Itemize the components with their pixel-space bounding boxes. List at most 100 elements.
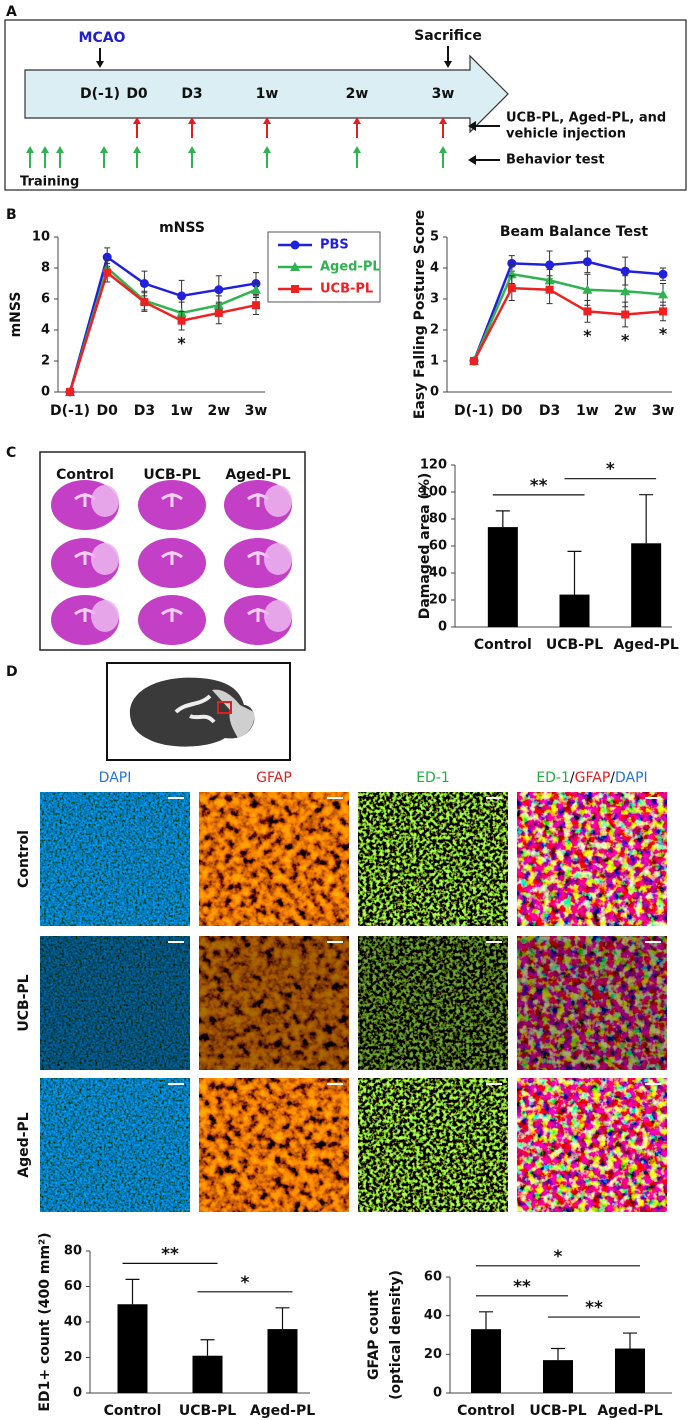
micrograph-dim <box>199 936 349 1070</box>
timepoint-label: 2w <box>346 86 369 102</box>
error-bar <box>275 1307 290 1330</box>
y-tick-label: 4 <box>430 261 439 276</box>
significance-label: * <box>554 1247 563 1267</box>
point <box>545 285 554 294</box>
significance-label: ** <box>530 476 548 496</box>
point <box>214 285 224 295</box>
point <box>658 269 668 279</box>
micrograph <box>40 936 190 1070</box>
y-tick-label: 0 <box>433 1386 442 1401</box>
timeline-frame <box>4 19 687 191</box>
point <box>291 285 299 293</box>
x-tick-label: 3w <box>245 403 268 419</box>
bar <box>267 1329 298 1393</box>
significance-label: ** <box>513 1277 531 1297</box>
legend-label: UCB-PL <box>320 282 373 297</box>
bar <box>471 1329 501 1393</box>
significance-label: ** <box>585 1298 603 1318</box>
y-tick-label: 20 <box>424 1347 442 1362</box>
brain-ventricle <box>161 608 183 622</box>
behavior-arrow-head <box>133 146 141 153</box>
error-bar <box>125 1278 140 1305</box>
legend-label: PBS <box>320 238 349 253</box>
micrograph-row-label: Aged-PL <box>16 1112 32 1177</box>
y-tick-label: 6 <box>41 292 50 307</box>
y-tick-label: 8 <box>41 261 50 276</box>
brain-lesion <box>264 543 292 575</box>
y-tick-label: 10 <box>32 230 50 245</box>
error-bar <box>639 494 654 544</box>
y-tick-label: 60 <box>64 1279 82 1294</box>
y-axis-label: GFAP count <box>366 1290 382 1380</box>
error-bar <box>551 1347 565 1361</box>
panel-label: C <box>6 445 16 461</box>
point <box>545 260 555 270</box>
injection-pointer-head <box>468 121 476 131</box>
y-tick-label: 100 <box>420 485 447 500</box>
x-tick-label: D(-1) <box>50 403 90 419</box>
injection-arrow-head <box>133 117 141 124</box>
bar <box>117 1304 148 1393</box>
panel-label: A <box>6 4 17 20</box>
training-label: Training <box>20 175 79 190</box>
series-line <box>472 272 664 362</box>
behavior-arrow-head <box>41 146 49 153</box>
chart-title: mNSS <box>159 220 205 236</box>
y-tick-label: 20 <box>429 593 447 608</box>
micrograph <box>517 936 667 1070</box>
point <box>582 257 592 267</box>
point <box>177 291 187 301</box>
mcao-arrow-head <box>96 61 104 68</box>
y-axis-label: Damaged area (%) <box>417 473 433 620</box>
micrograph-column-label: GFAP <box>256 770 292 786</box>
x-tick-label: 2w <box>614 403 637 419</box>
micrograph <box>358 792 508 926</box>
significance-label: * <box>621 330 630 349</box>
point <box>252 301 260 310</box>
point <box>102 252 112 262</box>
panel-label: B <box>6 207 17 223</box>
error-bar <box>200 1339 215 1356</box>
micrograph <box>358 1078 508 1212</box>
x-tick-label: 1w <box>576 403 599 419</box>
point <box>507 258 517 268</box>
behavior-arrow-head <box>56 146 64 153</box>
y-tick-label: 40 <box>429 566 447 581</box>
significance-label: * <box>241 1273 250 1293</box>
injection-label: UCB-PL, Aged-PL, and <box>506 111 666 126</box>
micrograph <box>199 1078 349 1212</box>
x-tick-label: Aged-PL <box>613 637 678 653</box>
x-tick-label: UCB-PL <box>179 1403 236 1419</box>
panel-label: D <box>6 664 18 680</box>
brain-lesion <box>264 600 292 632</box>
point <box>470 357 478 365</box>
x-tick-label: D(-1) <box>454 403 494 419</box>
mcao-label: MCAO <box>79 30 126 46</box>
point <box>103 268 112 277</box>
micrograph-row-label: Control <box>16 830 32 888</box>
timeline-arrow <box>24 54 509 134</box>
behavior-arrow-head <box>439 146 447 153</box>
micrograph-column-label: ED-1 <box>416 770 450 786</box>
micrograph-merged-label: ED-1/GFAP/DAPI <box>536 770 647 786</box>
y-tick-label: 40 <box>64 1315 82 1330</box>
series-line <box>472 286 664 362</box>
injection-arrow-head <box>263 117 271 124</box>
x-tick-label: 3w <box>652 403 675 419</box>
point <box>620 286 631 296</box>
micrograph-dim <box>358 936 508 1070</box>
merged-label-part: / <box>570 770 575 786</box>
x-tick-label: D0 <box>501 403 523 419</box>
section-column-label: UCB-PL <box>143 467 200 483</box>
micrograph-column-label: DAPI <box>99 770 132 786</box>
y-axis-label: mNSS <box>8 292 24 338</box>
behavior-label: Behavior test <box>506 153 605 168</box>
point <box>659 307 667 316</box>
y-axis-label: ED1+ count (400 mm²) <box>37 1232 53 1411</box>
y-tick-label: 80 <box>64 1244 82 1259</box>
x-tick-label: 2w <box>207 403 230 419</box>
point <box>582 284 593 294</box>
x-tick-label: UCB-PL <box>546 637 603 653</box>
